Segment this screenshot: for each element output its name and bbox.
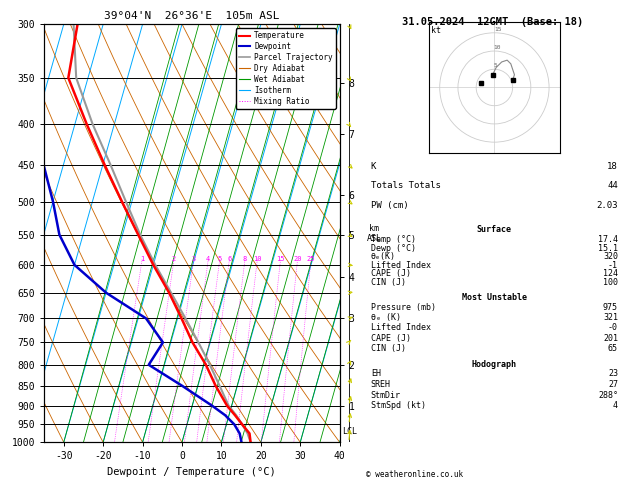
Text: 1: 1 (140, 256, 144, 262)
X-axis label: Dewpoint / Temperature (°C): Dewpoint / Temperature (°C) (108, 467, 276, 477)
Text: Hodograph: Hodograph (472, 360, 517, 369)
Title: 39°04'N  26°36'E  105m ASL: 39°04'N 26°36'E 105m ASL (104, 11, 280, 21)
Text: -0: -0 (608, 324, 618, 332)
Text: Most Unstable: Most Unstable (462, 293, 527, 302)
Text: EH: EH (371, 369, 381, 378)
Text: PW (cm): PW (cm) (371, 201, 408, 209)
Text: 44: 44 (607, 181, 618, 191)
Text: 10: 10 (493, 45, 501, 50)
Text: 8: 8 (243, 256, 247, 262)
Text: SREH: SREH (371, 380, 391, 389)
Legend: Temperature, Dewpoint, Parcel Trajectory, Dry Adiabat, Wet Adiabat, Isotherm, Mi: Temperature, Dewpoint, Parcel Trajectory… (236, 28, 336, 109)
Text: K: K (371, 162, 376, 171)
Text: θₑ (K): θₑ (K) (371, 313, 401, 322)
Text: 5: 5 (494, 64, 498, 69)
Text: 15: 15 (276, 256, 285, 262)
Text: 288°: 288° (598, 391, 618, 399)
Text: Dewp (°C): Dewp (°C) (371, 244, 416, 253)
Text: 31.05.2024  12GMT  (Base: 18): 31.05.2024 12GMT (Base: 18) (402, 17, 584, 27)
Text: Lifted Index: Lifted Index (371, 261, 431, 270)
Text: Totals Totals: Totals Totals (371, 181, 441, 191)
Text: kt: kt (431, 26, 442, 35)
Text: CIN (J): CIN (J) (371, 278, 406, 287)
Text: CAPE (J): CAPE (J) (371, 334, 411, 343)
Text: Lifted Index: Lifted Index (371, 324, 431, 332)
Text: StmDir: StmDir (371, 391, 401, 399)
Y-axis label: km
ASL: km ASL (367, 224, 382, 243)
Text: CIN (J): CIN (J) (371, 344, 406, 353)
Text: 25: 25 (307, 256, 315, 262)
Text: 2.03: 2.03 (596, 201, 618, 209)
Text: θₑ(K): θₑ(K) (371, 252, 396, 261)
Text: CAPE (J): CAPE (J) (371, 269, 411, 278)
Text: 975: 975 (603, 303, 618, 312)
Text: 4: 4 (206, 256, 210, 262)
Text: 320: 320 (603, 252, 618, 261)
Text: 20: 20 (293, 256, 302, 262)
Text: StmSpd (kt): StmSpd (kt) (371, 401, 426, 411)
Text: 4: 4 (613, 401, 618, 411)
Text: 17.4: 17.4 (598, 235, 618, 244)
Text: 15.1: 15.1 (598, 244, 618, 253)
Text: 321: 321 (603, 313, 618, 322)
Text: 3: 3 (192, 256, 196, 262)
Text: -1: -1 (608, 261, 618, 270)
Text: 15: 15 (494, 27, 502, 32)
Text: 18: 18 (607, 162, 618, 171)
Text: Surface: Surface (477, 225, 512, 234)
Text: 6: 6 (227, 256, 231, 262)
Text: 27: 27 (608, 380, 618, 389)
Text: 124: 124 (603, 269, 618, 278)
Text: 10: 10 (253, 256, 262, 262)
Text: Pressure (mb): Pressure (mb) (371, 303, 436, 312)
Text: 65: 65 (608, 344, 618, 353)
Text: 23: 23 (608, 369, 618, 378)
Text: 100: 100 (603, 278, 618, 287)
Text: Temp (°C): Temp (°C) (371, 235, 416, 244)
Text: 201: 201 (603, 334, 618, 343)
Text: © weatheronline.co.uk: © weatheronline.co.uk (366, 469, 463, 479)
Text: 5: 5 (218, 256, 222, 262)
Text: 2: 2 (172, 256, 176, 262)
Text: LCL: LCL (343, 427, 358, 436)
